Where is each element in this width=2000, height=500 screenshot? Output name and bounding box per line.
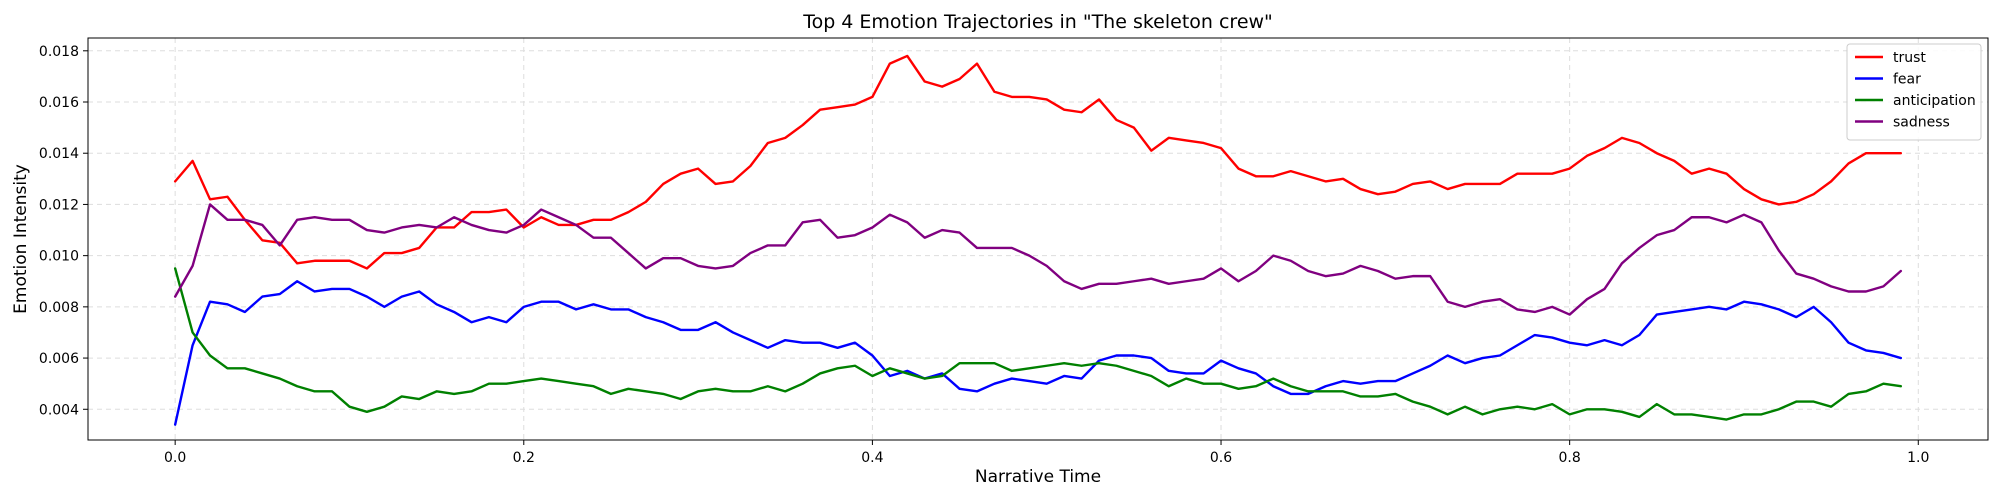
x-tick-label: 0.0 bbox=[164, 450, 186, 466]
chart-title: Top 4 Emotion Trajectories in "The skele… bbox=[802, 11, 1273, 33]
x-tick-label: 1.0 bbox=[1907, 450, 1929, 466]
y-tick-label: 0.008 bbox=[39, 300, 79, 316]
x-tick-label: 0.2 bbox=[513, 450, 535, 466]
y-tick-label: 0.010 bbox=[39, 249, 79, 265]
legend-label-fear: fear bbox=[1893, 72, 1921, 88]
legend-label-trust: trust bbox=[1893, 50, 1926, 66]
y-tick-label: 0.018 bbox=[39, 44, 79, 60]
x-tick-label: 0.4 bbox=[861, 450, 883, 466]
x-tick-label: 0.8 bbox=[1559, 450, 1581, 466]
y-tick-label: 0.014 bbox=[39, 146, 79, 162]
legend-label-sadness: sadness bbox=[1893, 115, 1950, 131]
y-tick-label: 0.006 bbox=[39, 351, 79, 367]
y-tick-label: 0.004 bbox=[39, 402, 79, 418]
y-tick-label: 0.012 bbox=[39, 197, 79, 213]
series-line-fear bbox=[173, 280, 1903, 426]
series-line-anticipation bbox=[173, 267, 1903, 421]
x-axis-ticks: 0.0 0.2 0.4 0.6 0.8 1.0 bbox=[164, 440, 1929, 466]
y-axis-label: Emotion Intensity bbox=[11, 164, 31, 314]
legend: trust fear anticipation sadness bbox=[1846, 43, 1982, 141]
series-line-sadness bbox=[173, 203, 1903, 316]
y-axis-ticks: 0.004 0.006 0.008 0.010 0.012 0.014 0.016 0.018 bbox=[39, 44, 88, 418]
x-tick-label: 0.6 bbox=[1210, 450, 1232, 466]
legend-box bbox=[1846, 43, 1982, 141]
plot-frame bbox=[87, 37, 1989, 441]
y-tick-label: 0.016 bbox=[39, 95, 79, 111]
legend-label-anticipation: anticipation bbox=[1893, 93, 1976, 109]
series-lines bbox=[173, 54, 1903, 426]
x-axis-label: Narrative Time bbox=[975, 467, 1101, 487]
